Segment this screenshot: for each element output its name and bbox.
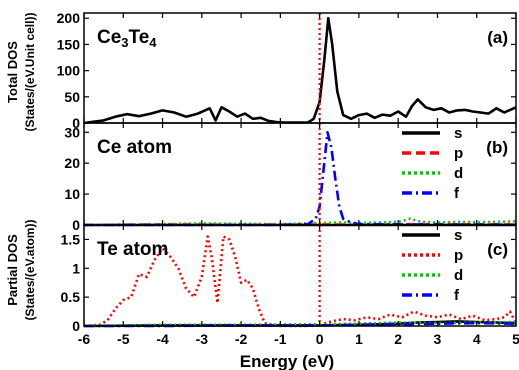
- plot-frame: [83, 224, 517, 327]
- y-tick-label: 1.5: [61, 231, 81, 247]
- panel-title-part: 3: [121, 35, 128, 50]
- series-f: [84, 131, 517, 227]
- total-ylabel-line1: Total DOS: [5, 41, 20, 103]
- legend-label-p: p: [454, 247, 463, 264]
- y-tick-label: 1: [72, 260, 80, 276]
- panel-title-part: Te atom: [97, 239, 168, 260]
- y-tick-label: 200: [57, 10, 81, 26]
- panel-title: Ce atom: [97, 137, 172, 158]
- y-tick-label: 0: [72, 217, 80, 233]
- panel-title: Te atom: [97, 239, 168, 260]
- y-tick-label: 100: [57, 63, 81, 79]
- series-d: [83, 217, 517, 227]
- legend-label-p: p: [454, 145, 463, 162]
- panel-title-part: Ce: [97, 27, 121, 48]
- series-line-1: [83, 16, 517, 125]
- legend-label-f: f: [454, 185, 460, 202]
- legend-label-d: d: [454, 165, 463, 182]
- y-tick-label: 10: [64, 186, 80, 202]
- x-tick-label: 3: [434, 331, 442, 347]
- panel-1: 0 50 100 150 200 Ce3Te4 (a): [57, 10, 517, 131]
- x-tick-label: 2: [394, 331, 402, 347]
- y-tick-label: 150: [57, 36, 81, 52]
- panel-id: (a): [487, 28, 508, 47]
- x-tick-label: -3: [196, 331, 209, 347]
- x-tick-label: -5: [117, 331, 130, 347]
- y-tick-label: 50: [64, 89, 80, 105]
- y-tick-label: 20: [64, 155, 80, 171]
- x-tick-label: 5: [512, 331, 519, 347]
- xlabel: Energy (eV): [240, 352, 334, 370]
- panel-title: Ce3Te4: [97, 27, 157, 50]
- panel-id: (b): [486, 138, 508, 157]
- x-tick-label: -4: [156, 331, 169, 347]
- legend-label-s: s: [454, 227, 462, 244]
- x-tick-label: 1: [355, 331, 363, 347]
- total-ylabel-line2: (States/(eV.Unit cell)): [23, 13, 37, 132]
- legend-label-d: d: [454, 267, 463, 284]
- partial-ylabel-line1: Partial DOS: [5, 234, 20, 306]
- y-tick-label: 0.5: [61, 289, 81, 305]
- panel-title-part: Te: [129, 27, 150, 48]
- x-tick-label: -6: [78, 331, 91, 347]
- y-tick-label: 0: [72, 318, 80, 334]
- panel-title-part: 4: [149, 35, 157, 50]
- x-tick-label: 0: [316, 331, 324, 347]
- legend-label-f: f: [454, 287, 460, 304]
- x-tick-label: 4: [473, 331, 481, 347]
- y-tick-label: 0: [72, 115, 80, 131]
- x-tick-label: -2: [235, 331, 248, 347]
- partial-ylabel-line2: (States/(eV.atom)): [23, 220, 37, 321]
- panel-title-part: Ce atom: [97, 137, 172, 158]
- legend-label-s: s: [454, 125, 462, 142]
- x-tick-label: -1: [274, 331, 287, 347]
- y-tick-label: 30: [64, 124, 80, 140]
- panel-id: (c): [487, 240, 508, 259]
- series-p: [83, 235, 518, 328]
